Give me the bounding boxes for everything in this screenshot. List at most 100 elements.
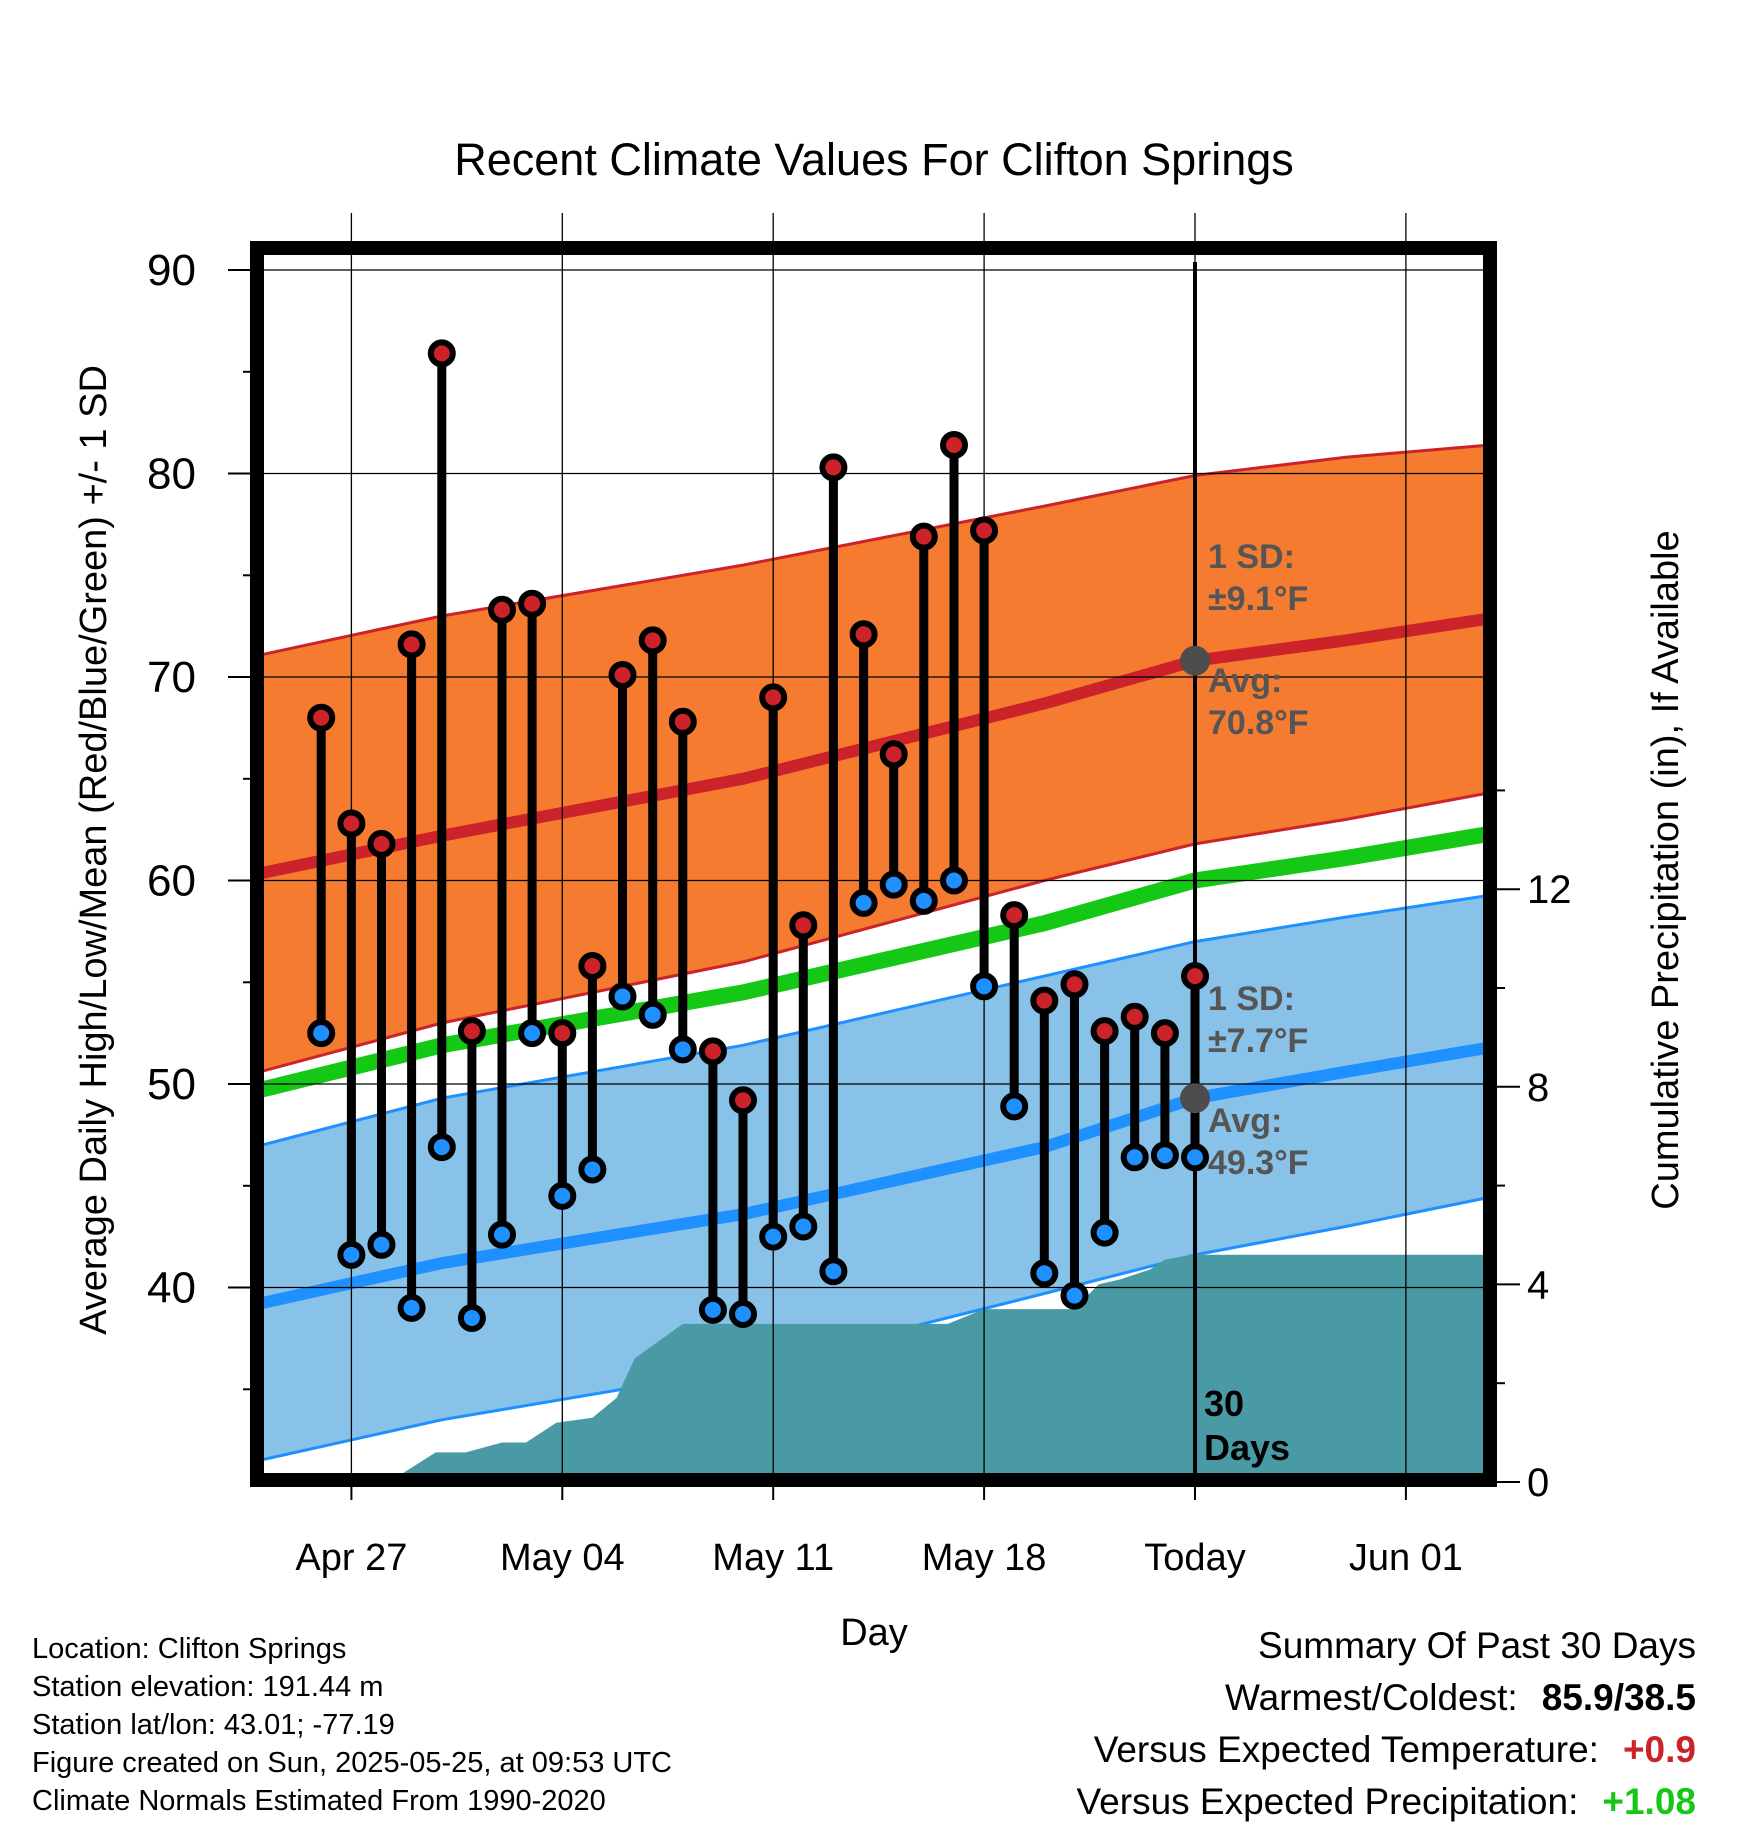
y-tick-label: 70 bbox=[147, 653, 196, 702]
low-point bbox=[1150, 1141, 1179, 1170]
high-point bbox=[970, 516, 999, 545]
high-point bbox=[367, 829, 396, 858]
y-tick-label: 60 bbox=[147, 857, 196, 906]
low-point bbox=[698, 1295, 727, 1324]
low-point bbox=[819, 1257, 848, 1286]
window-days-label: Days bbox=[1204, 1427, 1290, 1468]
station-info: Location: Clifton Springs Station elevat… bbox=[32, 1630, 672, 1820]
low-point bbox=[367, 1230, 396, 1259]
low-point bbox=[608, 982, 637, 1011]
high-point bbox=[1181, 962, 1209, 991]
summary-precip: Versus Expected Precipitation: +1.08 bbox=[1077, 1776, 1696, 1828]
summary-title: Summary Of Past 30 Days bbox=[1258, 1625, 1696, 1666]
y-tick-label: 90 bbox=[147, 246, 196, 295]
high-point bbox=[427, 339, 456, 368]
low-point bbox=[879, 870, 908, 899]
high-sd-label: 1 SD: bbox=[1208, 538, 1295, 576]
window-days-number: 30 bbox=[1204, 1383, 1244, 1424]
high-sd-band bbox=[263, 444, 1484, 1073]
annotations: 1 SD: ±9.1°F Avg: 70.8°F 1 SD: ±7.7°F Avg: 49.3… bbox=[1180, 538, 1309, 1468]
summary-warm-cold: Warmest/Coldest: 85.9/38.5 bbox=[1077, 1672, 1696, 1724]
high-point bbox=[1120, 1002, 1149, 1031]
high-point bbox=[307, 703, 336, 732]
info-location: Location: Clifton Springs bbox=[32, 1633, 347, 1665]
low-point bbox=[668, 1035, 697, 1064]
low-point bbox=[337, 1240, 366, 1269]
temp-label: Versus Expected Temperature: bbox=[1093, 1729, 1599, 1770]
low-sd-label: 1 SD: bbox=[1208, 980, 1295, 1018]
high-point bbox=[1090, 1017, 1119, 1046]
low-point bbox=[1000, 1092, 1029, 1121]
info-normals: Climate Normals Estimated From 1990-2020 bbox=[32, 1785, 606, 1817]
x-tick-label: Today bbox=[1144, 1537, 1245, 1579]
high-point bbox=[608, 661, 637, 689]
y2-tick-label: 12 bbox=[1527, 868, 1572, 912]
low-point bbox=[759, 1222, 788, 1251]
high-point bbox=[1000, 901, 1029, 930]
low-point bbox=[307, 1019, 336, 1048]
summary-panel: Summary Of Past 30 Days Warmest/Coldest:… bbox=[1077, 1620, 1696, 1828]
high-point bbox=[909, 522, 938, 551]
low-point bbox=[518, 1019, 547, 1048]
summary-temp: Versus Expected Temperature: +0.9 bbox=[1077, 1724, 1696, 1776]
info-latlon: Station lat/lon: 43.01; -77.19 bbox=[32, 1709, 395, 1741]
x-tick-label: May 04 bbox=[500, 1537, 625, 1579]
today-high-avg-marker bbox=[1180, 645, 1210, 676]
y2-tick-label: 0 bbox=[1527, 1461, 1549, 1505]
high-point bbox=[849, 620, 878, 649]
low-point bbox=[1060, 1281, 1089, 1310]
low-sd-value: ±7.7°F bbox=[1208, 1022, 1308, 1060]
high-point bbox=[457, 1017, 486, 1046]
low-point bbox=[397, 1293, 426, 1322]
high-point bbox=[638, 626, 667, 655]
high-point bbox=[548, 1019, 577, 1048]
temp-value: +0.9 bbox=[1622, 1729, 1696, 1770]
warm-cold-value: 85.9/38.5 bbox=[1541, 1677, 1696, 1718]
low-avg-label: Avg: bbox=[1208, 1102, 1282, 1140]
high-point bbox=[578, 952, 607, 980]
high-point bbox=[819, 453, 848, 482]
chart-title: Recent Climate Values For Clifton Spring… bbox=[454, 134, 1294, 185]
precipitation-area bbox=[401, 1254, 1484, 1474]
info-elevation: Station elevation: 191.44 m bbox=[32, 1671, 384, 1703]
low-point bbox=[548, 1181, 577, 1210]
low-point bbox=[849, 888, 878, 917]
low-point bbox=[909, 886, 938, 915]
x-tick-label: May 11 bbox=[712, 1537, 834, 1579]
x-axis-label: Day bbox=[840, 1612, 908, 1654]
low-point bbox=[789, 1212, 818, 1241]
precip-value: +1.08 bbox=[1602, 1781, 1696, 1822]
y-tick-label: 80 bbox=[147, 450, 196, 499]
high-point bbox=[488, 595, 516, 624]
low-point bbox=[457, 1304, 486, 1332]
plot-frame bbox=[250, 241, 1497, 1487]
y2-axis-label: Cumulative Precipitation (in), If Availa… bbox=[1645, 530, 1687, 1209]
high-point bbox=[879, 740, 908, 769]
info-created: Figure created on Sun, 2025-05-25, at 09… bbox=[32, 1747, 672, 1779]
high-point bbox=[1060, 970, 1089, 999]
low-avg-value: 49.3°F bbox=[1208, 1144, 1309, 1182]
high-point bbox=[337, 809, 366, 838]
y-tick-label: 50 bbox=[147, 1060, 196, 1109]
low-sd-band bbox=[263, 894, 1484, 1462]
high-avg-value: 70.8°F bbox=[1208, 704, 1309, 742]
low-point bbox=[1120, 1143, 1149, 1172]
low-point bbox=[427, 1133, 456, 1162]
plot-area bbox=[263, 444, 1484, 1474]
observations bbox=[307, 339, 1209, 1332]
horizontal-gridlines bbox=[263, 269, 1484, 1289]
low-point bbox=[1090, 1218, 1119, 1247]
y2-tick-label: 8 bbox=[1527, 1066, 1549, 1110]
low-point bbox=[729, 1300, 757, 1328]
low-point bbox=[638, 1000, 667, 1029]
x-tick-label: May 18 bbox=[922, 1537, 1047, 1579]
low-point bbox=[578, 1155, 607, 1184]
high-point bbox=[759, 683, 788, 712]
y-axis: 40 50 60 70 80 90 bbox=[147, 246, 257, 1391]
high-point bbox=[518, 589, 547, 618]
low-point bbox=[488, 1220, 516, 1249]
high-point bbox=[668, 707, 697, 736]
low-point bbox=[970, 972, 999, 1001]
low-point bbox=[940, 866, 968, 895]
